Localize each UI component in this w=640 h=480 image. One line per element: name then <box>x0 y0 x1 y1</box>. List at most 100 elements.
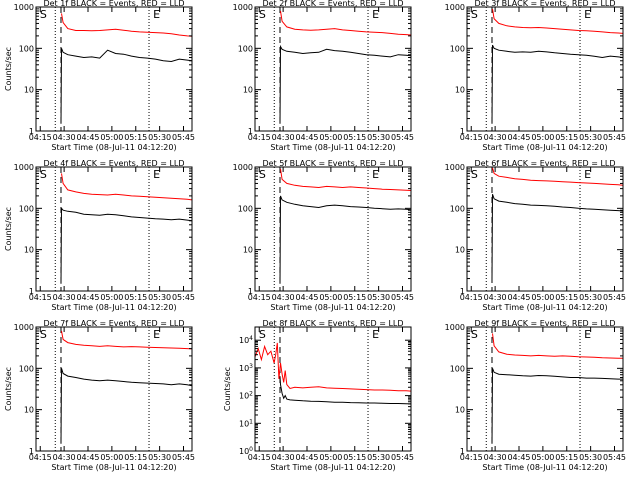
y-tick-label: 10 <box>243 86 253 95</box>
y-tick-base: 10 <box>239 392 249 401</box>
y-tick-exponent: 2 <box>249 391 253 398</box>
x-tick-label: 05:00 <box>531 293 554 302</box>
panel-title: Det 6f BLACK = Events, RED = LLD <box>474 159 615 168</box>
lld-series-line <box>492 8 623 34</box>
x-tick-label: 05:45 <box>391 453 414 462</box>
x-tick-label: 05:30 <box>579 293 602 302</box>
x-tick-label: 05:45 <box>172 453 195 462</box>
x-tick-label: 04:45 <box>295 133 318 142</box>
x-tick-label: 05:45 <box>603 133 626 142</box>
x-tick-label: 05:00 <box>319 453 342 462</box>
y-tick-label: 100 <box>450 204 465 213</box>
x-tick-label: 04:30 <box>53 453 76 462</box>
panel-title: Det 4f BLACK = Events, RED = LLD <box>43 159 184 168</box>
y-tick-exponent: 4 <box>249 335 253 342</box>
lld-series-line <box>61 330 192 350</box>
y-tick-label: 100 <box>19 44 34 53</box>
x-tick-label: 05:00 <box>100 293 123 302</box>
x-tick-label: 04:30 <box>484 133 507 142</box>
series-group <box>491 167 623 279</box>
x-tick-label: 04:30 <box>272 453 295 462</box>
x-axis-label: Start Time (08-Jul-11 04:12:20) <box>51 463 176 472</box>
x-tick-label: 04:30 <box>272 293 295 302</box>
x-tick-label: 04:15 <box>248 133 271 142</box>
x-tick-label: 05:45 <box>391 133 414 142</box>
lld-series-line <box>280 168 411 191</box>
series-group <box>279 10 411 124</box>
y-tick-label: 100 <box>450 364 465 373</box>
events-series-line <box>60 206 192 284</box>
plot-frame <box>35 166 193 292</box>
x-tick-label: 05:15 <box>555 133 578 142</box>
y-axis-label: Counts/sec <box>4 367 13 411</box>
start-marker-label: S <box>471 8 478 21</box>
y-tick-base: 10 <box>239 419 249 428</box>
panel-title: Det 7f BLACK = Events, RED = LLD <box>43 319 184 328</box>
x-tick-label: 04:15 <box>248 293 271 302</box>
x-tick-label: 04:45 <box>76 293 99 302</box>
x-tick-label: 04:15 <box>460 293 483 302</box>
y-tick-label: 100 <box>450 44 465 53</box>
y-tick-label: 102 <box>239 391 253 401</box>
x-tick-label: 04:45 <box>76 133 99 142</box>
y-tick-label: 1000 <box>233 3 253 12</box>
series-group <box>491 8 623 124</box>
x-tick-label: 04:15 <box>29 133 52 142</box>
x-tick-label: 04:15 <box>29 453 52 462</box>
x-tick-label: 04:15 <box>460 133 483 142</box>
x-tick-label: 04:45 <box>507 293 530 302</box>
y-tick-label: 101 <box>239 418 253 428</box>
y-tick-base: 10 <box>239 364 249 373</box>
x-tick-label: 05:45 <box>603 453 626 462</box>
y-tick-label: 100 <box>238 44 253 53</box>
y-axis-label: Counts/sec <box>4 47 13 91</box>
x-tick-label: 05:00 <box>319 133 342 142</box>
y-tick-label: 1 <box>460 127 465 136</box>
x-tick-label: 05:00 <box>319 293 342 302</box>
y-tick-label: 1 <box>460 447 465 456</box>
panel-title: Det 1f BLACK = Events, RED = LLD <box>43 0 184 8</box>
x-tick-label: 04:30 <box>53 293 76 302</box>
y-tick-exponent: 1 <box>249 418 253 425</box>
series-group <box>60 173 192 284</box>
events-series-line <box>491 194 623 279</box>
end-marker-label: E <box>372 168 379 181</box>
x-tick-label: 05:15 <box>124 133 147 142</box>
x-tick-label: 05:45 <box>391 293 414 302</box>
y-tick-label: 10 <box>455 406 465 415</box>
start-marker-label: S <box>471 328 478 341</box>
x-tick-label: 04:15 <box>460 453 483 462</box>
series-group <box>279 168 411 284</box>
x-axis-label: Start Time (08-Jul-11 04:12:20) <box>51 303 176 312</box>
x-tick-label: 05:45 <box>172 133 195 142</box>
x-axis-label: Start Time (08-Jul-11 04:12:20) <box>482 143 607 152</box>
x-tick-label: 05:00 <box>531 453 554 462</box>
end-marker-label: E <box>372 328 379 341</box>
x-tick-label: 05:00 <box>531 133 554 142</box>
x-tick-label: 04:15 <box>29 293 52 302</box>
y-tick-label: 1 <box>29 287 34 296</box>
y-tick-label: 10 <box>243 246 253 255</box>
x-axis-label: Start Time (08-Jul-11 04:12:20) <box>270 463 395 472</box>
y-tick-base: 10 <box>239 447 249 456</box>
panel-title: Det 5f BLACK = Events, RED = LLD <box>262 159 403 168</box>
plot-frame <box>254 166 412 292</box>
events-series-line <box>491 44 623 124</box>
plot-frame <box>254 6 412 132</box>
y-tick-label: 100 <box>239 446 253 456</box>
x-tick-label: 04:45 <box>295 293 318 302</box>
x-tick-label: 05:15 <box>343 133 366 142</box>
series-group <box>60 13 192 124</box>
events-series-line <box>279 195 411 284</box>
series-group <box>491 333 623 444</box>
y-tick-label: 10 <box>455 86 465 95</box>
x-tick-label: 04:45 <box>507 133 530 142</box>
lld-series-line <box>61 13 192 37</box>
x-axis-label: Start Time (08-Jul-11 04:12:20) <box>51 143 176 152</box>
plot-frame <box>466 6 624 132</box>
